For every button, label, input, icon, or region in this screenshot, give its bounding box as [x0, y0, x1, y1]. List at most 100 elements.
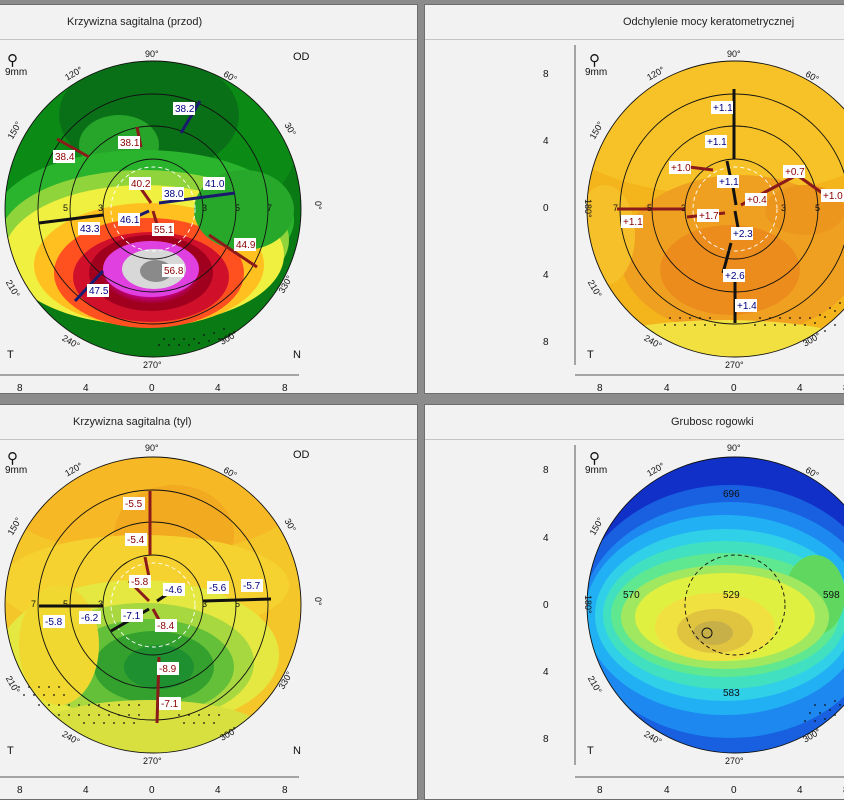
angle-label: 150°: [588, 515, 606, 536]
value-label: 40.2: [131, 179, 151, 190]
ring-numbers: 7 5 3 3 5: [613, 203, 820, 213]
ring-label: 7: [267, 203, 272, 213]
y-tick: 8: [543, 465, 549, 476]
panel-title: Krzywizna sagitalna (przod): [67, 16, 203, 28]
angle-label: 0°: [313, 201, 323, 210]
y-tick: 8: [543, 337, 549, 348]
analysis-rings: [4, 60, 302, 358]
value-label: +1.7: [699, 211, 719, 222]
x-tick: 4: [664, 383, 670, 394]
value-label: 38.0: [164, 189, 184, 200]
y-tick: 4: [543, 136, 549, 147]
ring-label: 3: [202, 599, 207, 609]
panel-keratometric-deviation: Odchylenie mocy keratometrycznej: [424, 4, 844, 394]
value-labels: 38.2 38.1 38.4 40.2 38.0 41.0 46.1 43.3 …: [53, 102, 256, 297]
magnifier-icon[interactable]: ⚲: [589, 450, 600, 467]
ring-label: 7: [613, 203, 618, 213]
angle-label: 210°: [4, 278, 22, 299]
value-label: +1.0: [823, 191, 843, 202]
value-label: 38.1: [120, 138, 140, 149]
thickness-map[interactable]: 696 570 529 598 583 90° 60° 300° 270° 24…: [425, 405, 844, 800]
x-tick: 4: [797, 785, 803, 796]
x-tick: 8: [17, 383, 23, 394]
value-label: 696: [723, 489, 740, 500]
x-tick: 0: [731, 383, 737, 394]
x-tick: 4: [797, 383, 803, 394]
angle-label: 270°: [143, 360, 162, 370]
angle-label: 30°: [283, 517, 299, 534]
panel-header: Krzywizna sagitalna (przod): [0, 5, 417, 40]
ring-label: 3: [781, 203, 786, 213]
front-curvature-map[interactable]: 5 3 3 5 7 38.2 38.1 38.4 40.2 38.0 41.0 …: [0, 5, 418, 394]
value-label: 38.4: [55, 152, 75, 163]
dot-pattern: [158, 328, 230, 346]
magnifier-icon[interactable]: ⚲: [589, 52, 600, 69]
magnifier-icon[interactable]: ⚲: [7, 52, 18, 69]
value-label: -8.9: [159, 664, 177, 675]
x-axis: 8 4 0 4 8: [0, 374, 299, 394]
value-label: -5.4: [127, 535, 145, 546]
keratometric-map[interactable]: 7 5 3 3 5 +1.1 +1.1 +1.0 +1.1 +0.7 +1.0 …: [425, 5, 844, 394]
back-curvature-map[interactable]: 7 5 3 3 5 -5.5 -5.4 -5.8 -4.6 -5.6 -5.7 …: [0, 405, 418, 800]
value-label: 56.8: [164, 266, 184, 277]
x-axis: 8 4 0 4 8: [575, 776, 844, 796]
x-axis: 8 4 0 4 8: [575, 374, 844, 394]
dot-pattern: [804, 700, 841, 722]
x-tick: 8: [282, 785, 288, 796]
value-label: 47.5: [89, 286, 109, 297]
value-label: 41.0: [205, 179, 225, 190]
thinnest-point-marker: [701, 627, 713, 639]
angle-label: 90°: [727, 49, 741, 59]
panel-header: Odchylenie mocy keratometrycznej: [425, 5, 844, 40]
ring-label: 3: [202, 203, 207, 213]
y-tick: 0: [543, 600, 549, 611]
value-label: +1.4: [737, 301, 757, 312]
value-labels: +1.1 +1.1 +1.0 +1.1 +0.7 +1.0 +0.4 +1.7 …: [621, 101, 844, 312]
eye-label: OD: [293, 51, 310, 63]
angle-label: 150°: [588, 119, 606, 140]
angle-label: 90°: [145, 49, 159, 59]
value-label: -7.1: [123, 611, 141, 622]
value-label: 55.1: [154, 225, 174, 236]
y-tick: 8: [543, 69, 549, 80]
ring-label: 3: [98, 203, 103, 213]
nasal-label: N: [293, 349, 301, 361]
panel-title: Krzywizna sagitalna (tyl): [73, 416, 192, 428]
x-tick: 8: [282, 383, 288, 394]
ring-label: 5: [235, 599, 240, 609]
zoom-label: 9mm: [5, 67, 28, 78]
y-axis: 8 4 0 4 8: [543, 445, 576, 765]
temporal-label: T: [7, 745, 14, 757]
value-label: +0.7: [785, 167, 805, 178]
y-tick: 8: [543, 734, 549, 745]
temporal-label: T: [587, 349, 594, 361]
value-labels: -5.5 -5.4 -5.8 -4.6 -5.6 -5.7 -6.2 -5.8 …: [43, 497, 263, 710]
value-label: 38.2: [175, 104, 195, 115]
temporal-label: T: [587, 745, 594, 757]
panel-title: Grubosc rogowki: [671, 416, 754, 428]
central-zone: [684, 554, 786, 656]
curvature-color-map: [5, 457, 301, 753]
zoom-label: 9mm: [5, 465, 28, 476]
value-labels: 696 570 529 598 583: [623, 489, 840, 699]
angle-label: 210°: [4, 674, 22, 695]
value-label: +1.1: [623, 217, 643, 228]
panel-corneal-thickness: Grubosc rogowki 696 570 529 598 583: [424, 404, 844, 800]
dot-pattern: [18, 686, 220, 724]
angle-label: 270°: [725, 756, 744, 766]
y-tick: 4: [543, 533, 549, 544]
value-label: +0.4: [747, 195, 767, 206]
zoom-label: 9mm: [585, 67, 608, 78]
magnifier-icon[interactable]: ⚲: [7, 450, 18, 467]
panel-back-curvature: Krzywizna sagitalna (tyl): [0, 404, 418, 800]
x-tick: 8: [597, 383, 603, 394]
panel-front-curvature: Krzywizna sagitalna (przod): [0, 4, 418, 394]
nasal-label: N: [293, 745, 301, 757]
value-label: +1.1: [713, 103, 733, 114]
y-axis: 8 4 0 4 8: [543, 45, 576, 365]
ring-label: 3: [681, 203, 686, 213]
angle-label: 90°: [145, 443, 159, 453]
angle-label: 180°: [583, 595, 593, 614]
value-label: +2.6: [725, 271, 745, 282]
panel-header: Grubosc rogowki: [425, 405, 844, 440]
